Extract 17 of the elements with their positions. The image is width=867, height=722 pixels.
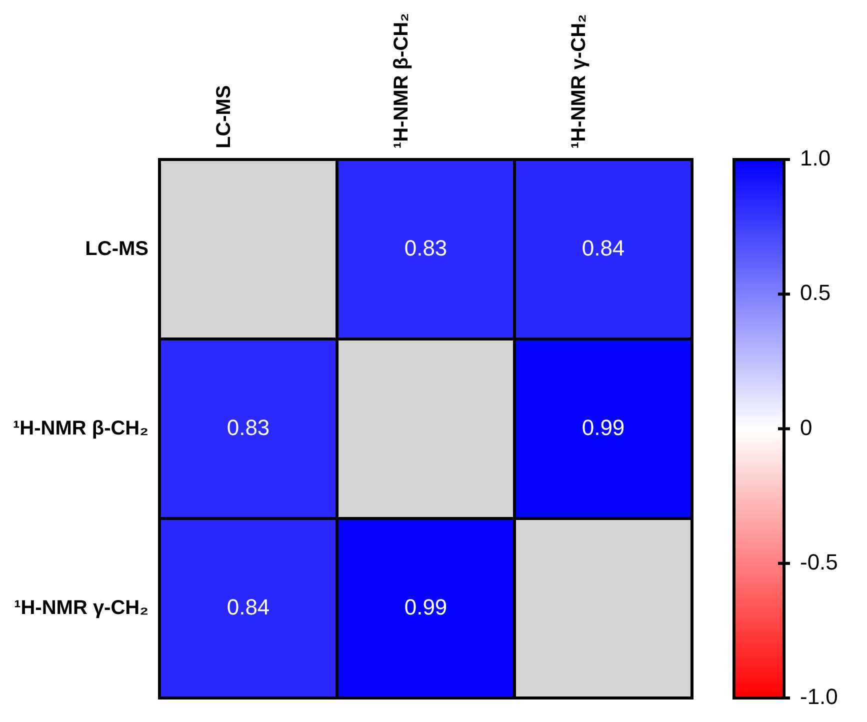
x-tick-label: LC-MS bbox=[212, 85, 235, 149]
color-bar-label: 0.5 bbox=[800, 280, 831, 306]
color-bar-label: 0 bbox=[800, 414, 812, 440]
data-label: 0.84 bbox=[582, 235, 625, 260]
data-label: 0.99 bbox=[582, 414, 625, 440]
color-bar-label: -0.5 bbox=[800, 549, 838, 574]
color-bar-label: -1.0 bbox=[800, 684, 838, 710]
color-bar-label: 1.0 bbox=[800, 146, 831, 171]
y-tick-label: ¹H-NMR γ-CH₂ bbox=[14, 596, 149, 619]
data-label: 0.99 bbox=[404, 594, 448, 620]
data-label: 0.84 bbox=[226, 594, 270, 620]
x-tick-label: ¹H-NMR β-CH₂ bbox=[390, 12, 412, 149]
y-tick-label: LC-MS bbox=[85, 238, 149, 260]
data-label: 0.83 bbox=[226, 414, 270, 440]
x-tick-label: ¹H-NMR γ-CH₂ bbox=[568, 14, 590, 149]
y-tick-label: ¹H-NMR β-CH₂ bbox=[12, 417, 149, 440]
data-label: 0.83 bbox=[404, 235, 448, 260]
